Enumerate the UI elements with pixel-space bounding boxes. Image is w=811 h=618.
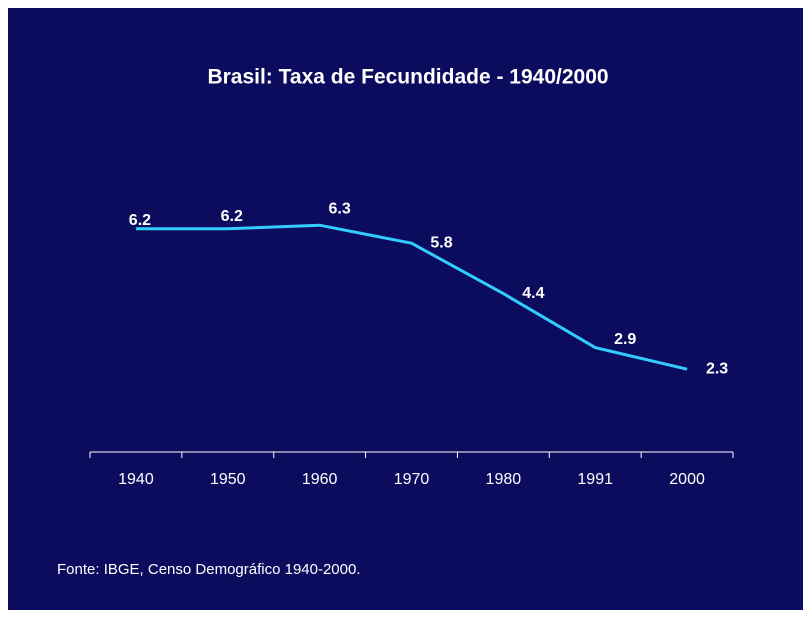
- x-tick-label: 1940: [118, 471, 154, 488]
- background: [8, 8, 803, 610]
- data-label: 5.8: [430, 234, 452, 251]
- data-label: 6.2: [221, 208, 243, 225]
- x-tick-label: 1991: [577, 471, 613, 488]
- x-tick-label: 2000: [669, 471, 705, 488]
- x-tick-label: 1980: [486, 471, 522, 488]
- x-tick-label: 1970: [394, 471, 430, 488]
- data-label: 2.9: [614, 331, 636, 348]
- data-label: 2.3: [706, 360, 728, 377]
- data-label: 4.4: [522, 285, 544, 302]
- x-tick-label: 1960: [302, 471, 338, 488]
- data-label: 6.2: [129, 212, 151, 229]
- line: [135, 223, 688, 371]
- chart-title: Brasil: Taxa de Fecundidade - 1940/2000: [207, 66, 608, 89]
- source-note: Fonte: IBGE, Censo Demográfico 1940-2000…: [57, 561, 361, 578]
- data-label: 6.3: [329, 200, 351, 217]
- x-tick-label: 1950: [210, 471, 246, 488]
